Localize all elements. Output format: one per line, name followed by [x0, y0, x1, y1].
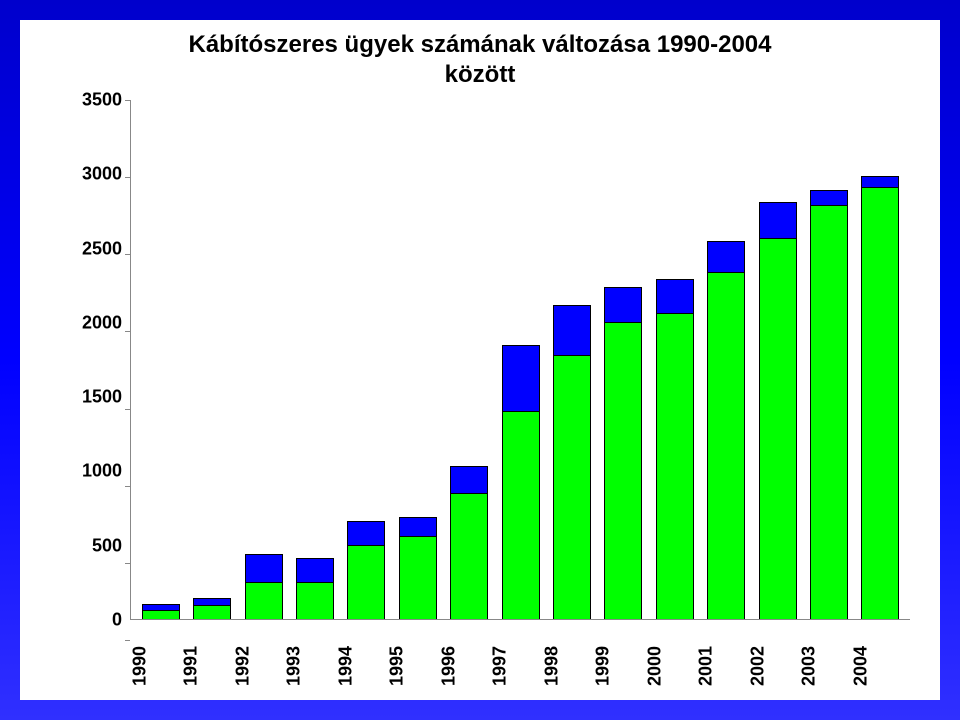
- bar-segment-bottom: [554, 356, 590, 619]
- bar: [450, 466, 488, 619]
- bar: [553, 305, 591, 619]
- bar-slot: [186, 100, 237, 619]
- bar-segment-bottom: [811, 206, 847, 619]
- bar-segment-top: [503, 346, 539, 412]
- bar-segment-top: [400, 518, 436, 537]
- y-tick-label: 500: [62, 535, 122, 556]
- bar: [759, 202, 797, 619]
- bar-segment-bottom: [862, 188, 898, 619]
- bar-slot: [700, 100, 751, 619]
- y-tick-label: 2000: [62, 312, 122, 333]
- chart-area: 0500100015002000250030003500 19901991199…: [60, 100, 910, 640]
- x-tick-label: 2004: [850, 640, 910, 691]
- y-tick-mark: [125, 640, 130, 641]
- y-tick-mark: [125, 254, 130, 255]
- chart-title-line2: között: [445, 61, 516, 88]
- bar-segment-bottom: [143, 611, 179, 619]
- y-tick-label: 2500: [62, 238, 122, 259]
- bar-segment-bottom: [246, 583, 282, 619]
- y-tick-label: 3000: [62, 164, 122, 185]
- bar-segment-top: [194, 599, 230, 606]
- y-tick-mark: [125, 563, 130, 564]
- bar-segment-bottom: [400, 537, 436, 619]
- bar-segment-bottom: [657, 314, 693, 619]
- y-tick-mark: [125, 100, 130, 101]
- y-axis: 0500100015002000250030003500: [60, 100, 130, 620]
- bar-segment-top: [605, 288, 641, 323]
- bar-segment-bottom: [194, 606, 230, 619]
- bar: [502, 345, 540, 619]
- bar-slot: [238, 100, 289, 619]
- y-tick-label: 3500: [62, 90, 122, 111]
- y-tick-label: 1500: [62, 387, 122, 408]
- bar-segment-top: [760, 203, 796, 239]
- bar-slot: [803, 100, 854, 619]
- chart-title: Kábítószeres ügyek számának változása 19…: [20, 30, 940, 90]
- bar-slot: [495, 100, 546, 619]
- bar: [656, 279, 694, 619]
- bar-segment-bottom: [503, 412, 539, 619]
- bar: [604, 287, 642, 619]
- y-tick-label: 0: [62, 610, 122, 631]
- chart-title-line1: Kábítószeres ügyek számának változása 19…: [189, 31, 772, 58]
- bar-segment-bottom: [605, 323, 641, 619]
- bar-slot: [135, 100, 186, 619]
- bar-segment-bottom: [451, 494, 487, 619]
- bar-slot: [392, 100, 443, 619]
- bar-slot: [289, 100, 340, 619]
- bar-slot: [855, 100, 906, 619]
- bar-segment-bottom: [297, 583, 333, 619]
- chart-panel: Kábítószeres ügyek számának változása 19…: [20, 20, 940, 700]
- bar: [193, 598, 231, 619]
- bar-segment-top: [811, 191, 847, 206]
- bar-segment-top: [657, 280, 693, 314]
- bar-segment-top: [246, 555, 282, 583]
- bar-slot: [752, 100, 803, 619]
- bar-slot: [341, 100, 392, 619]
- bar: [707, 241, 745, 619]
- bar-segment-top: [348, 522, 384, 545]
- y-tick-mark: [125, 177, 130, 178]
- bar: [861, 176, 899, 619]
- bar-slot: [443, 100, 494, 619]
- bar: [399, 517, 437, 619]
- bar-slot: [598, 100, 649, 619]
- bar: [142, 604, 180, 619]
- bar: [296, 558, 334, 619]
- bar: [810, 190, 848, 619]
- bars-container: [131, 100, 910, 619]
- bar: [245, 554, 283, 619]
- y-tick-mark: [125, 331, 130, 332]
- bar-segment-top: [862, 177, 898, 189]
- bar-segment-bottom: [760, 239, 796, 619]
- bar-slot: [649, 100, 700, 619]
- bar-segment-top: [554, 306, 590, 356]
- bar-segment-top: [297, 559, 333, 582]
- bar-segment-bottom: [348, 546, 384, 619]
- y-tick-mark: [125, 409, 130, 410]
- y-tick-label: 1000: [62, 461, 122, 482]
- bar-segment-top: [451, 467, 487, 494]
- x-axis-labels: 1990199119921993199419951996199719981999…: [130, 628, 910, 688]
- bar-slot: [546, 100, 597, 619]
- bar-segment-bottom: [708, 273, 744, 619]
- bar: [347, 521, 385, 619]
- plot-area: [130, 100, 910, 620]
- bar-segment-top: [708, 242, 744, 273]
- y-tick-mark: [125, 486, 130, 487]
